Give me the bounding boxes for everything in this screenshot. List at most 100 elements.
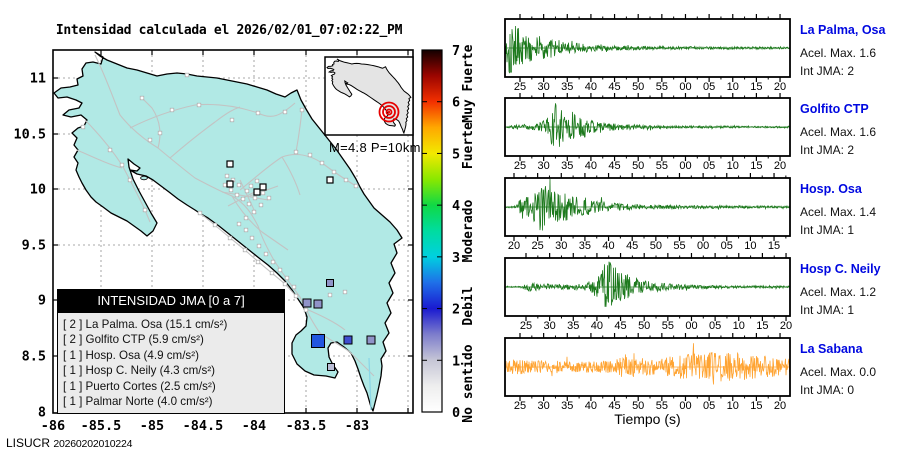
figure-title: Intensidad calculada el 2026/02/01_07:02…: [55, 23, 403, 38]
seismogram-time-tick: 50: [638, 320, 651, 332]
seismogram-time-tick: 15: [750, 81, 763, 93]
station-marker: [307, 152, 313, 158]
intensity-marker: [326, 279, 334, 287]
seismogram-time-tick: 25: [531, 240, 544, 252]
epicenter-icon: [378, 101, 400, 123]
colorbar-category-label: Fuerte: [461, 122, 476, 169]
station-marker: [246, 201, 252, 207]
station-acel-max: Acel. Max. 0.0: [800, 365, 877, 379]
station-marker: [142, 207, 148, 213]
station-marker-intensity0: [259, 183, 267, 191]
seismogram-time-tick: 00: [685, 320, 698, 332]
map-y-tick-label: 10: [30, 182, 46, 198]
seismogram-time-tick: 05: [702, 160, 716, 172]
station-int-jma: Int JMA: 2: [800, 64, 855, 78]
station-marker: [291, 284, 297, 290]
station-marker: [234, 192, 240, 198]
magnitude-depth-label: M=4.8 P=10km: [329, 140, 421, 155]
seismogram-time-tick: 00: [679, 160, 692, 172]
station-marker: [293, 293, 299, 299]
waveform-trace: [504, 178, 791, 231]
station-marker: [266, 195, 272, 201]
colorbar-category-label: Debil: [461, 286, 476, 325]
station-marker: [236, 221, 242, 227]
inset-map: [324, 56, 414, 136]
station-marker: [353, 183, 359, 189]
station-marker: [139, 95, 145, 101]
intensity-marker: [302, 298, 312, 308]
station-marker: [252, 195, 258, 201]
station-marker: [243, 215, 249, 221]
map-y-tick-label: 8: [38, 405, 46, 421]
legend-entry: [ 1 ] Puerto Cortes (2.5 cm/s²): [63, 379, 216, 393]
seismogram-time-tick: 45: [608, 160, 621, 172]
seismogram-time-tick: 15: [756, 320, 769, 332]
colorbar-category-label: No sentido: [461, 344, 476, 422]
station-acel-max: Acel. Max. 1.6: [800, 125, 877, 139]
station-int-jma: Int JMA: 2: [800, 143, 855, 157]
seismogram-time-tick: 10: [732, 320, 745, 332]
seismogram-time-tick: 35: [561, 81, 574, 93]
seismogram-time-tick: 35: [561, 160, 574, 172]
seismogram-time-tick: 55: [655, 160, 668, 172]
station-marker: [248, 183, 254, 189]
seismogram-time-tick: 25: [519, 320, 533, 332]
station-marker: [255, 110, 261, 116]
station-marker: [284, 275, 290, 281]
intensity-marker: [313, 299, 323, 309]
seismogram-time-tick: 55: [673, 240, 686, 252]
station-marker: [282, 281, 288, 287]
colorbar-tick-label: 3: [452, 250, 460, 266]
station-acel-max: Acel. Max. 1.2: [800, 285, 877, 299]
station-marker: [293, 149, 299, 155]
map-y-tick-label: 8.5: [22, 349, 46, 365]
seismogram-hosp-osa: [504, 173, 791, 241]
colorbar-category-label: Muy Fuerte: [461, 44, 476, 122]
seismogram-time-tick: 50: [632, 160, 645, 172]
seismogram-time-tick: 25: [513, 160, 527, 172]
station-marker: [236, 182, 242, 188]
station-marker-intensity0: [326, 176, 334, 184]
seismogram-time-tick: 10: [726, 160, 739, 172]
station-marker: [222, 182, 228, 188]
station-marker: [196, 102, 202, 108]
legend-entry: [ 2 ] La Palma. Osa (15.1 cm/s²): [63, 318, 228, 331]
seismogram-la-palma-osa: [504, 14, 791, 82]
footer-text: LISUCR 20260202010224: [6, 436, 133, 450]
map-y-tick-label: 10.5: [13, 127, 46, 143]
intensity-marker: [311, 334, 325, 348]
seismogram-hosp-c-neily: [504, 253, 791, 321]
station-marker: [260, 190, 266, 196]
station-marker: [229, 117, 235, 123]
station-int-jma: Int JMA: 1: [800, 303, 855, 317]
intensity-legend-box: INTENSIDAD JMA [0 a 7] [ 2 ] La Palma. O…: [57, 289, 285, 415]
colorbar-tick-label: 2: [452, 302, 460, 318]
station-acel-max: Acel. Max. 1.4: [800, 205, 877, 219]
seismogram-time-tick: 25: [513, 81, 527, 93]
station-marker: [107, 147, 113, 153]
colorbar-tick-label: 4: [452, 198, 460, 214]
seismogram-golfito-ctp: [504, 93, 791, 161]
map-x-tick-label: -83: [345, 418, 369, 434]
map-x-tick-label: -84: [242, 418, 266, 434]
station-marker: [270, 259, 276, 265]
seismogram-time-tick: 15: [750, 160, 763, 172]
station-acel-max: Acel. Max. 1.6: [800, 46, 877, 60]
time-axis-label: Tiempo (s): [614, 411, 681, 427]
seismogram-time-tick: 30: [537, 81, 550, 93]
station-marker-intensity0: [253, 188, 261, 196]
seismogram-time-tick: 20: [779, 320, 793, 332]
seismogram-time-tick: 30: [537, 160, 550, 172]
station-marker: [127, 177, 133, 183]
waveform-trace: [505, 103, 791, 147]
map-x-tick-label: -85: [140, 418, 164, 434]
station-marker: [228, 187, 234, 193]
legend-entry: [ 1 ] Hosp C. Neily (4.3 cm/s²): [63, 364, 216, 378]
station-name: La Palma, Osa: [800, 23, 886, 37]
station-marker: [263, 251, 269, 257]
seismogram-time-tick: 20: [773, 160, 787, 172]
waveform-trace: [504, 25, 791, 74]
intensity-marker: [327, 363, 335, 371]
agency-name: LISUCR: [6, 436, 51, 450]
